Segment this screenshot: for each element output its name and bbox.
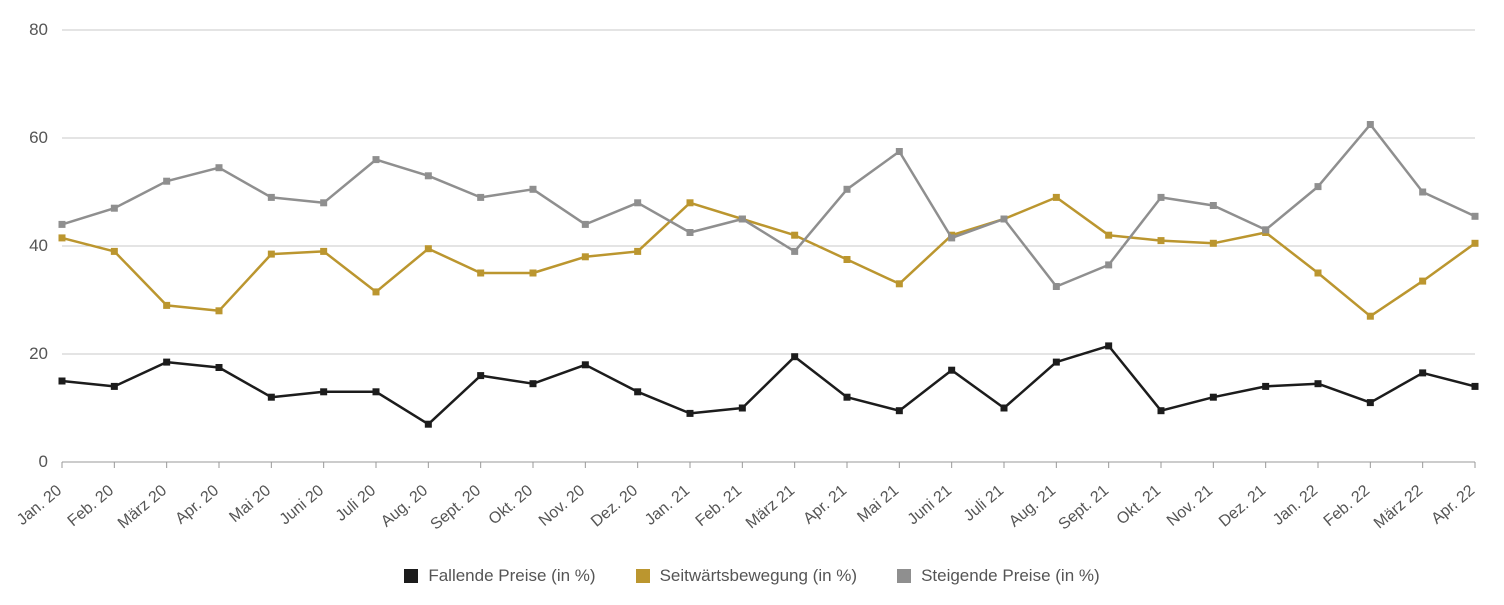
y-tick-label: 20 — [8, 344, 48, 364]
legend-swatch-icon — [636, 569, 650, 583]
legend-item-seitwaerts: Seitwärtsbewegung (in %) — [636, 566, 857, 586]
chart-legend: Fallende Preise (in %) Seitwärtsbewegung… — [0, 566, 1504, 586]
legend-item-steigende: Steigende Preise (in %) — [897, 566, 1100, 586]
legend-swatch-icon — [404, 569, 418, 583]
y-tick-label: 40 — [8, 236, 48, 256]
legend-swatch-icon — [897, 569, 911, 583]
legend-label: Fallende Preise (in %) — [428, 566, 595, 586]
legend-label: Steigende Preise (in %) — [921, 566, 1100, 586]
legend-item-fallende: Fallende Preise (in %) — [404, 566, 595, 586]
y-tick-label: 0 — [8, 452, 48, 472]
y-tick-label: 60 — [8, 128, 48, 148]
legend-label: Seitwärtsbewegung (in %) — [660, 566, 857, 586]
price-trend-line-chart: 020406080 Jan. 20Feb. 20März 20Apr. 20Ma… — [0, 0, 1504, 600]
y-tick-label: 80 — [8, 20, 48, 40]
